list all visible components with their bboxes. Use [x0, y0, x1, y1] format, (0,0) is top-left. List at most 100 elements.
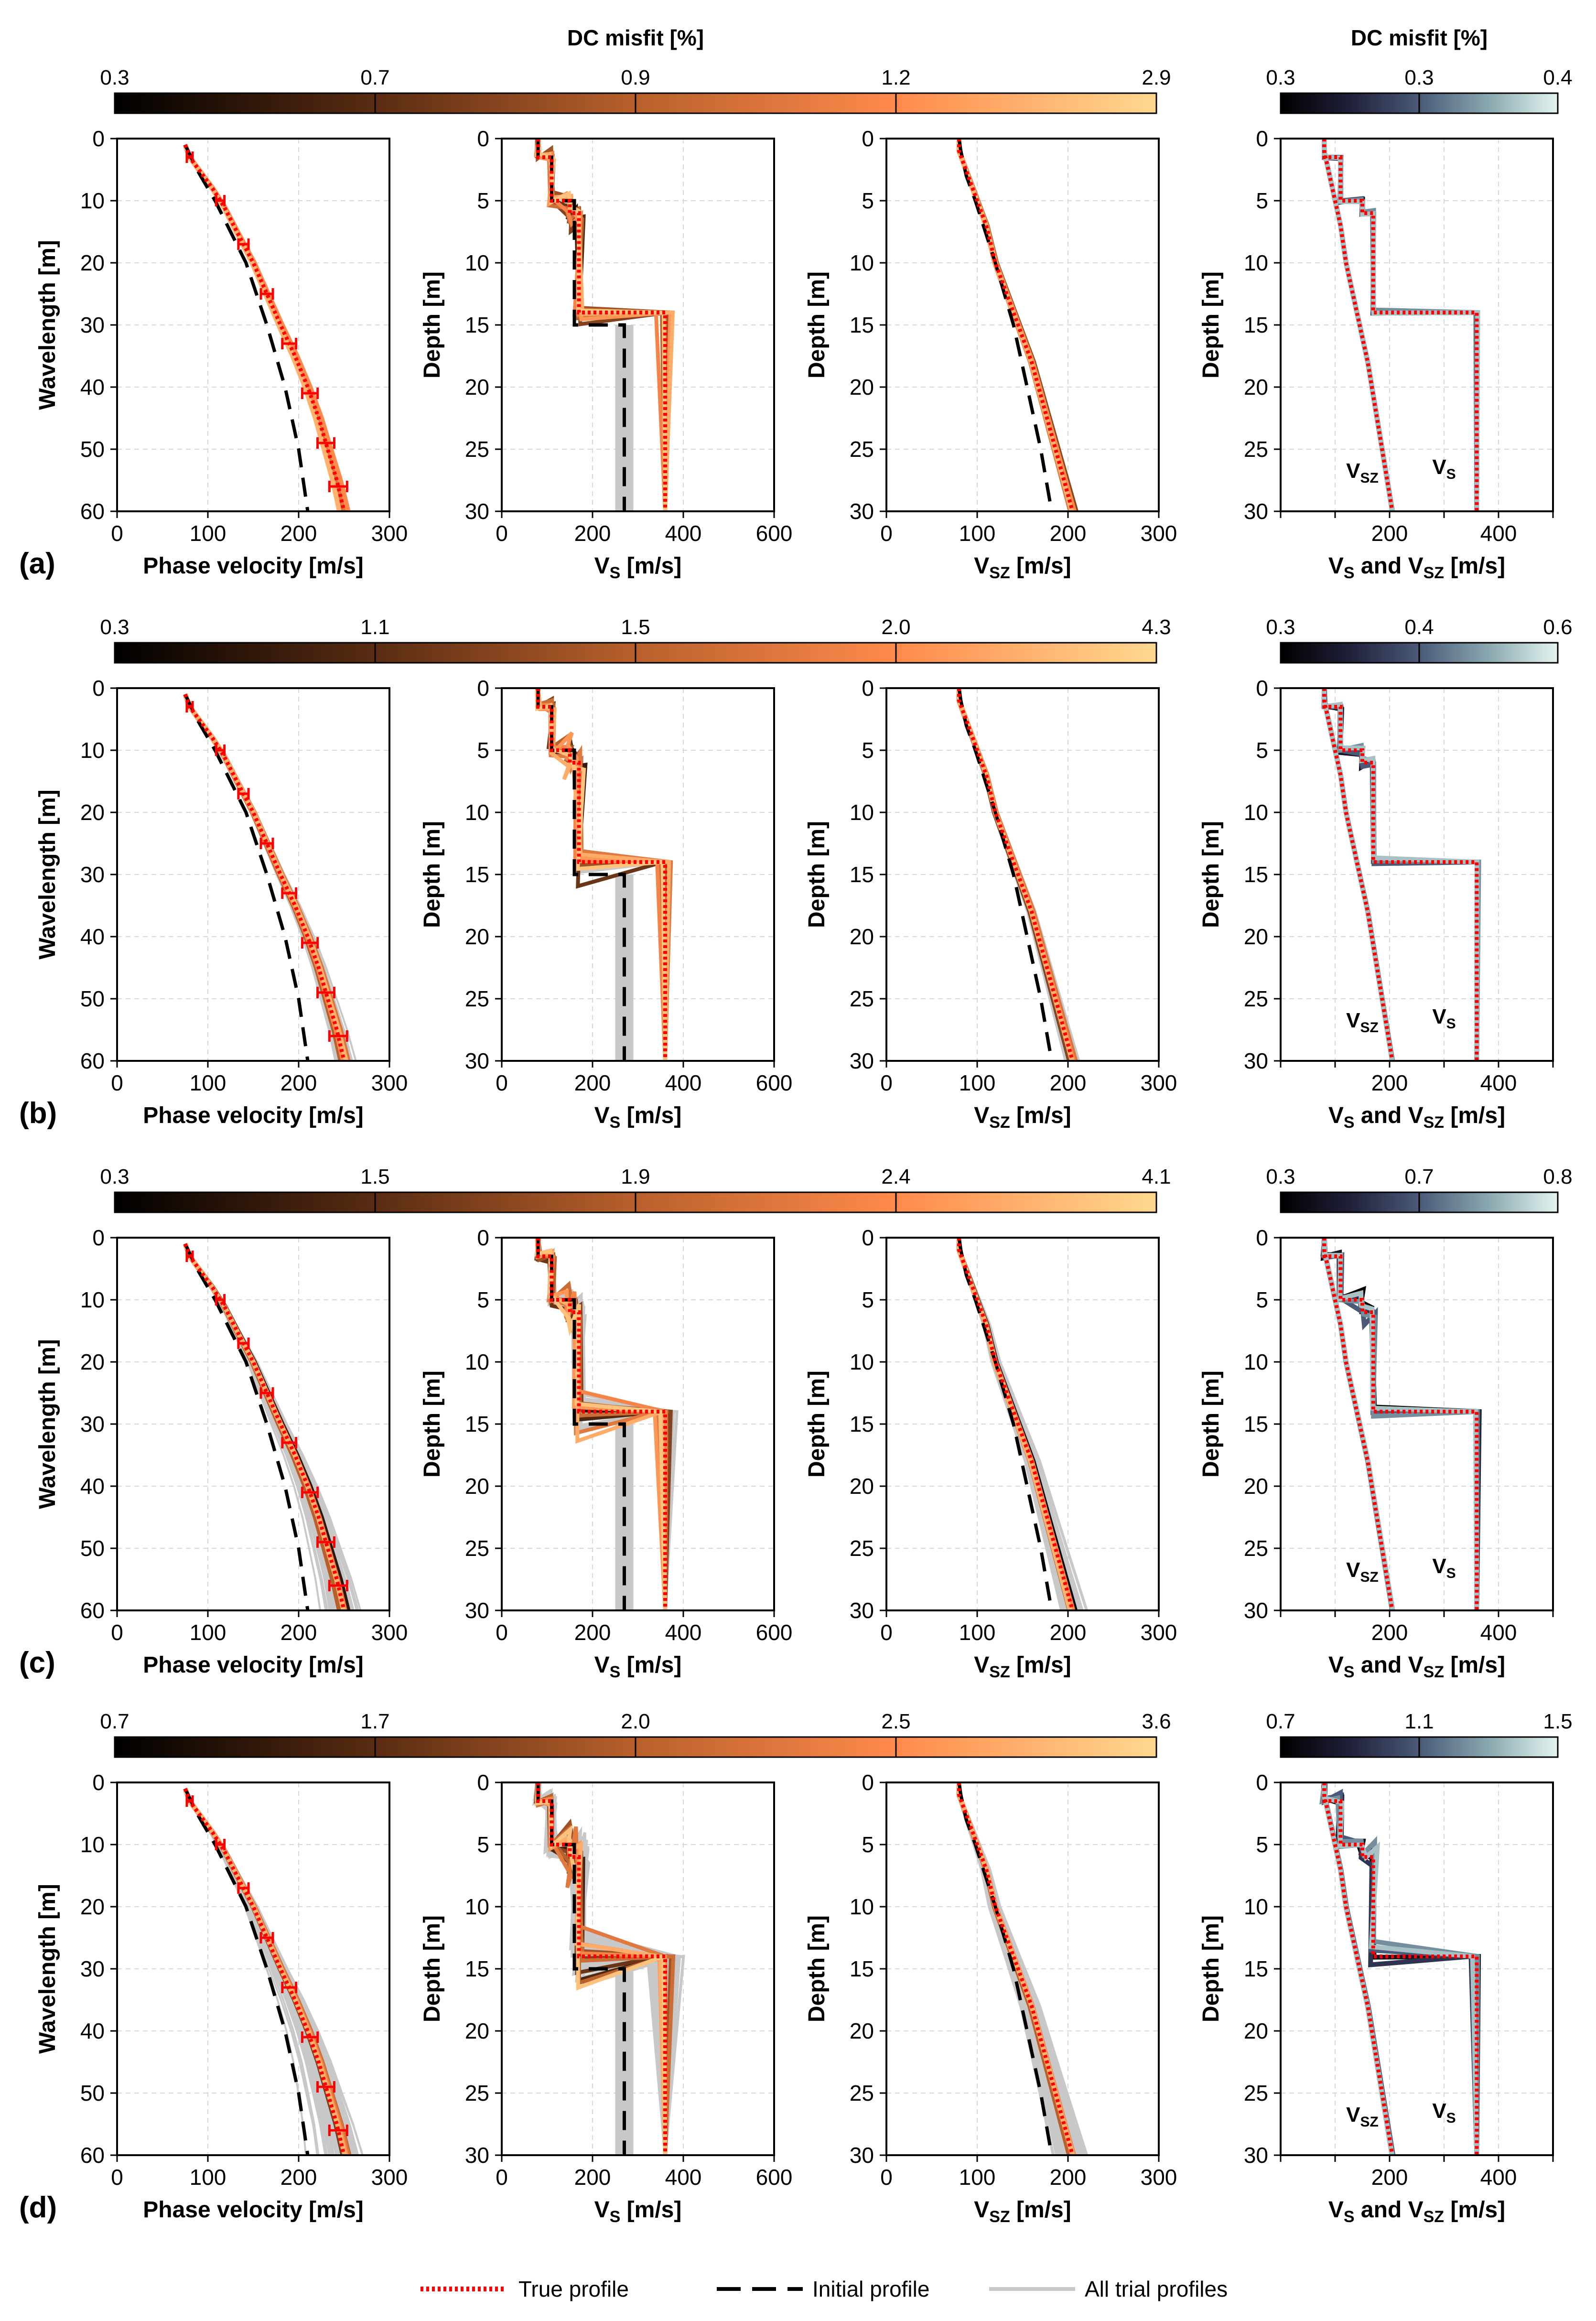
- true-vs-profile: [536, 1238, 667, 1610]
- label-rest: and V: [1355, 1652, 1423, 1678]
- x-tick-label: 100: [959, 1620, 996, 1645]
- main-colorbar-tick-label: 0.3: [100, 615, 129, 639]
- initial-dispersion-line: [183, 1788, 310, 2155]
- main-colorbar-tick-label: 4.3: [1142, 615, 1171, 639]
- subscript: SZ: [1360, 1020, 1379, 1036]
- subscript: SZ: [1360, 470, 1379, 486]
- x-tick-label: 0: [880, 2165, 893, 2190]
- y-tick-label: 30: [80, 1956, 105, 1981]
- y-tick-label: 25: [1244, 2081, 1268, 2105]
- initial-vsz-profile: [957, 1782, 1054, 2155]
- y-tick-label: 25: [465, 437, 489, 462]
- panel-1: 0 100 200 300 0 10 20 30 40 50 60 Phase velocity [m…: [35, 126, 408, 579]
- true-vs-profile: [536, 1782, 667, 2155]
- y-tick-label: 15: [465, 1956, 489, 1981]
- x-tick-label: 200: [1371, 1070, 1408, 1095]
- y-axis-label: Depth [m]: [804, 821, 830, 928]
- y-tick-label: 30: [465, 1048, 489, 1073]
- y-tick-label: 5: [1256, 1287, 1268, 1312]
- true-vsz-profile: [957, 1782, 1075, 2155]
- x-tick-label: 200: [574, 2165, 611, 2190]
- y-tick-label: 30: [1244, 1048, 1268, 1073]
- main-colorbar-tick-label: 1.1: [360, 615, 389, 639]
- label-rest: [m/s]: [620, 2197, 681, 2223]
- panel-frame: [116, 687, 390, 1062]
- y-tick-label: 0: [862, 126, 874, 151]
- y-tick-label: 0: [862, 1770, 874, 1795]
- x-tick-label: 400: [1480, 1620, 1517, 1645]
- row-c: 0.3 1.5 1.9 2.4 4.1 0.3 0.7 0.80 100 200 300010203…: [19, 1165, 1573, 1681]
- y-axis-label: Depth [m]: [420, 821, 445, 928]
- trial-dispersion-line: [184, 1243, 329, 1610]
- y-tick-label: 50: [80, 2081, 105, 2105]
- trial-dispersion-line: [184, 694, 344, 1061]
- x-axis-label: VSZ [m/s]: [974, 2197, 1071, 2226]
- label-rest: [m/s]: [1444, 553, 1505, 579]
- x-tick-label: 400: [665, 521, 702, 546]
- label-rest: and V: [1355, 2197, 1423, 2223]
- trial-dispersion-line: [184, 144, 342, 511]
- initial-dispersion-line: [183, 144, 310, 511]
- main-colorbar-tick-label: 1.7: [360, 1710, 389, 1733]
- trial-dispersion-line: [184, 144, 345, 511]
- y-tick-label: 10: [850, 800, 874, 825]
- x-tick-label: 200: [280, 1070, 317, 1095]
- main-colorbar-tick-label: 2.4: [881, 1165, 910, 1188]
- y-tick-label: 15: [1244, 862, 1268, 887]
- label-rest: [m/s]: [1010, 1103, 1071, 1128]
- side-colorbar-tick-label: 1.5: [1543, 1710, 1572, 1733]
- y-tick-label: 5: [477, 1287, 489, 1312]
- subscript: SZ: [989, 564, 1010, 582]
- x-tick-label: 200: [280, 1620, 317, 1645]
- trial-dispersion-line: [184, 144, 345, 511]
- panel-plot-area: [886, 688, 1159, 1061]
- subscript: SZ: [989, 1113, 1010, 1132]
- trial-dispersion-line: [184, 144, 347, 511]
- y-tick-label: 25: [850, 986, 874, 1011]
- y-tick-label: 15: [465, 313, 489, 337]
- true-dispersion-line: [183, 1243, 346, 1610]
- subscript: S: [1344, 2208, 1355, 2226]
- main-colorbar-tick-label: 2.0: [881, 615, 910, 639]
- x-tick-label: 300: [371, 521, 408, 546]
- trial-dispersion-line: [184, 144, 348, 511]
- subscript: SZ: [1423, 564, 1444, 582]
- main-colorbar-tick-label: 1.5: [621, 615, 650, 639]
- trial-dispersion-line: [184, 144, 345, 511]
- y-axis-label: Depth [m]: [804, 271, 830, 378]
- x-axis-label: Phase velocity [m/s]: [143, 553, 364, 579]
- row-label: (a): [19, 547, 55, 580]
- y-tick-label: 25: [465, 2081, 489, 2105]
- panel-plot-area: [117, 1782, 389, 2155]
- subscript: S: [610, 2208, 621, 2226]
- vs-curve-label: VS: [1432, 1555, 1456, 1581]
- trial-dispersion-line: [184, 144, 345, 511]
- y-tick-label: 0: [1256, 126, 1268, 151]
- trial-dispersion-line: [184, 1788, 334, 2155]
- trial-dispersion-line: [184, 144, 345, 511]
- x-tick-label: 600: [756, 1070, 793, 1095]
- trial-dispersion-line: [184, 694, 343, 1061]
- subscript: SZ: [1423, 2208, 1444, 2226]
- main-colorbar-tick-label: 1.9: [621, 1165, 650, 1188]
- label-rest: [m/s]: [1010, 553, 1071, 579]
- panel-plot-area: [886, 1782, 1159, 2155]
- trial-dispersion-line: [184, 144, 348, 511]
- trial-dispersion-line: [184, 144, 344, 511]
- main-colorbar-tick-label: 2.9: [1142, 66, 1171, 89]
- trial-dispersion-line: [184, 694, 344, 1061]
- y-tick-label: 10: [1244, 250, 1268, 275]
- panel-frame: [501, 687, 775, 1062]
- y-tick-label: 20: [1244, 375, 1268, 399]
- x-tick-label: 200: [1371, 2165, 1408, 2190]
- x-tick-label: 0: [496, 1070, 508, 1095]
- trial-dispersion-line: [184, 694, 345, 1061]
- side-colorbar-tick-label: 0.4: [1543, 66, 1572, 89]
- x-axis-label: VS [m/s]: [594, 1103, 682, 1132]
- y-tick-label: 60: [80, 2143, 105, 2168]
- trial-dispersion-line: [184, 144, 346, 511]
- y-tick-label: 30: [1244, 499, 1268, 524]
- main-colorbar-tick-label: 0.7: [360, 66, 389, 89]
- y-tick-label: 60: [80, 1598, 105, 1623]
